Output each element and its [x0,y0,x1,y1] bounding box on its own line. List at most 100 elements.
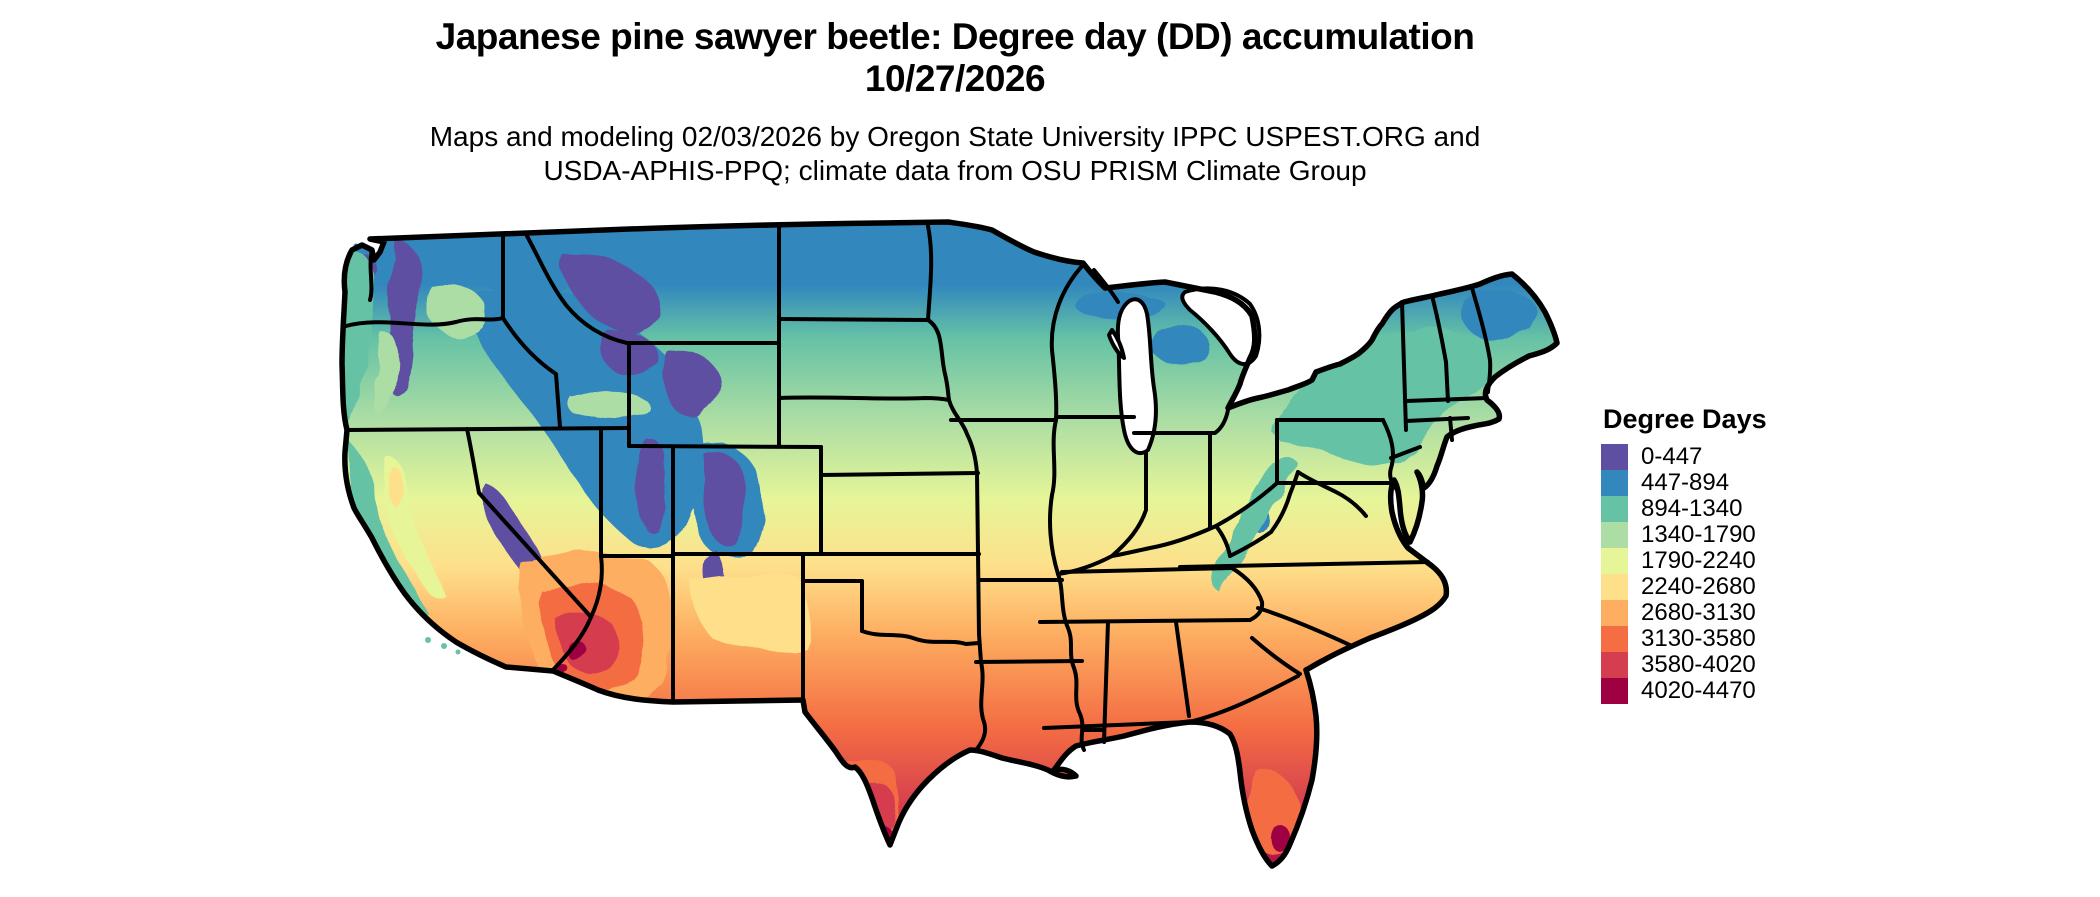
dd-region-north-idaho-montana [559,251,660,331]
state-border-ga-sc-savannah [1250,636,1302,676]
state-border-or-id [501,316,562,429]
dd-region-california-coast [349,442,429,617]
legend-row: 2240-2680 [1601,573,1767,600]
state-border-ky-wv [1214,524,1232,558]
state-border-ohio-river [1056,481,1279,576]
legend-swatch [1601,574,1628,600]
state-border-ne-ks [819,471,980,477]
state-border-vt-nh [1430,294,1450,403]
state-border-mn-wi [1049,263,1085,422]
legend-rows: 0-447 447-894 894-1340 1340-1790 1790-22… [1601,443,1767,704]
state-border-wy-south [627,444,823,449]
florida-keys-dot [1259,867,1265,873]
legend-row: 4020-4470 [1601,677,1767,704]
legend-label: 447-894 [1641,469,1730,496]
legend-swatch [1601,626,1628,652]
legend-row: 447-894 [1601,469,1767,496]
state-border-id-mt [525,234,629,345]
subtitle-line-1: Maps and modeling 02/03/2026 by Oregon S… [429,121,1481,152]
subtitle-line-2: USDA-APHIS-PPQ; climate data from OSU PR… [543,155,1367,186]
state-border-sd-mn [926,318,951,402]
legend-swatch [1601,548,1628,574]
state-border-potomac [1296,470,1368,518]
florida-keys-dot [1238,872,1243,877]
dd-region-arizona-hottest [553,612,617,676]
dd-region-sacramento-valley [385,463,402,508]
state-border-ky-tn [1060,566,1234,574]
state-border-ny-nj [1389,445,1422,460]
legend-row: 2680-3130 [1601,599,1767,626]
state-border-ok-panhandle [801,554,864,633]
dd-region-north-washington [430,238,567,298]
title-line-2: 10/27/2026 [864,58,1046,99]
dd-region-willamette-valley [376,331,399,423]
map-subtitle: Maps and modeling 02/03/2026 by Oregon S… [0,120,1910,188]
legend-row: 3580-4020 [1601,651,1767,678]
state-border-sd-ne [777,395,951,402]
dd-region-florida-maroon-core [1271,824,1289,852]
state-border-nd-mn [926,224,934,322]
title-line-1: Japanese pine sawyer beetle: Degree day … [435,16,1475,57]
legend-row: 1790-2240 [1601,547,1767,574]
state-border-mississippi-upper [1048,418,1060,576]
legend-row: 0-447 [1601,443,1767,470]
state-border-42n [345,426,631,432]
state-border-wa-or [344,316,505,328]
dd-region-north-lower-michigan [1150,327,1210,363]
state-border-red-river [860,629,981,646]
state-border-tx-la-sabine [974,632,988,752]
dd-region-appalachians [1213,457,1297,593]
legend-swatch [1601,652,1628,678]
legend-title: Degree Days [1603,404,1767,434]
legend-swatch [1601,496,1628,522]
legend-row: 894-1340 [1601,495,1767,522]
dd-region-wasatch [638,439,667,532]
degree-days-legend: Degree Days 0-447 447-894 894-1340 1340-… [1601,404,1767,704]
map-title: Japanese pine sawyer beetle: Degree day … [0,16,1910,100]
great-lakes [1107,286,1262,456]
state-border-ma-north [1404,396,1489,403]
legend-row: 3130-3580 [1601,625,1767,652]
dd-region-yellowstone [663,350,722,418]
state-border-mo-west [975,471,981,636]
legend-swatch [1601,678,1628,704]
green-bay [1107,328,1126,360]
state-border-ky-va [1228,530,1273,558]
dd-region-phoenix-maroon [566,640,586,660]
state-border-ar-la [974,659,1084,664]
legend-label: 3130-3580 [1641,625,1756,652]
legend-label: 894-1340 [1641,495,1743,522]
dd-region-llano-estacado [692,576,809,650]
legend-swatch [1601,444,1628,470]
state-border-nd-sd [777,317,930,322]
dd-region-front-range [699,450,746,545]
legend-label: 3580-4020 [1641,651,1756,678]
dd-region-pacific-northwest-coast [342,251,374,428]
state-border-ne-ia-missouri-river [947,398,979,475]
legend-label: 1340-1790 [1641,521,1756,548]
channel-island-dot [441,643,447,649]
state-border-wv-va [1269,470,1300,534]
legend-label: 1790-2240 [1641,547,1756,574]
channel-island-dot [455,649,461,655]
state-border-ma-south [1404,416,1470,423]
state-border-ca-nv [465,427,593,672]
channel-island-dot [425,637,431,643]
legend-swatch [1601,600,1628,626]
state-border-tn-south [1038,618,1252,624]
legend-swatch [1601,470,1628,496]
legend-label: 4020-4470 [1641,677,1756,704]
state-border-ms-al [1102,620,1110,744]
legend-label: 2680-3130 [1641,599,1756,626]
state-border-tn-nc [1230,566,1265,622]
state-border-mi-south [1132,408,1230,435]
state-border-ny-east [1400,300,1408,432]
legend-label: 2240-2680 [1641,573,1756,600]
state-border-va-nc [1178,560,1430,569]
legend-swatch [1601,522,1628,548]
state-border-al-ga [1174,620,1191,718]
state-border-nv-az [589,554,604,619]
state-border-nc-sc [1256,606,1354,648]
